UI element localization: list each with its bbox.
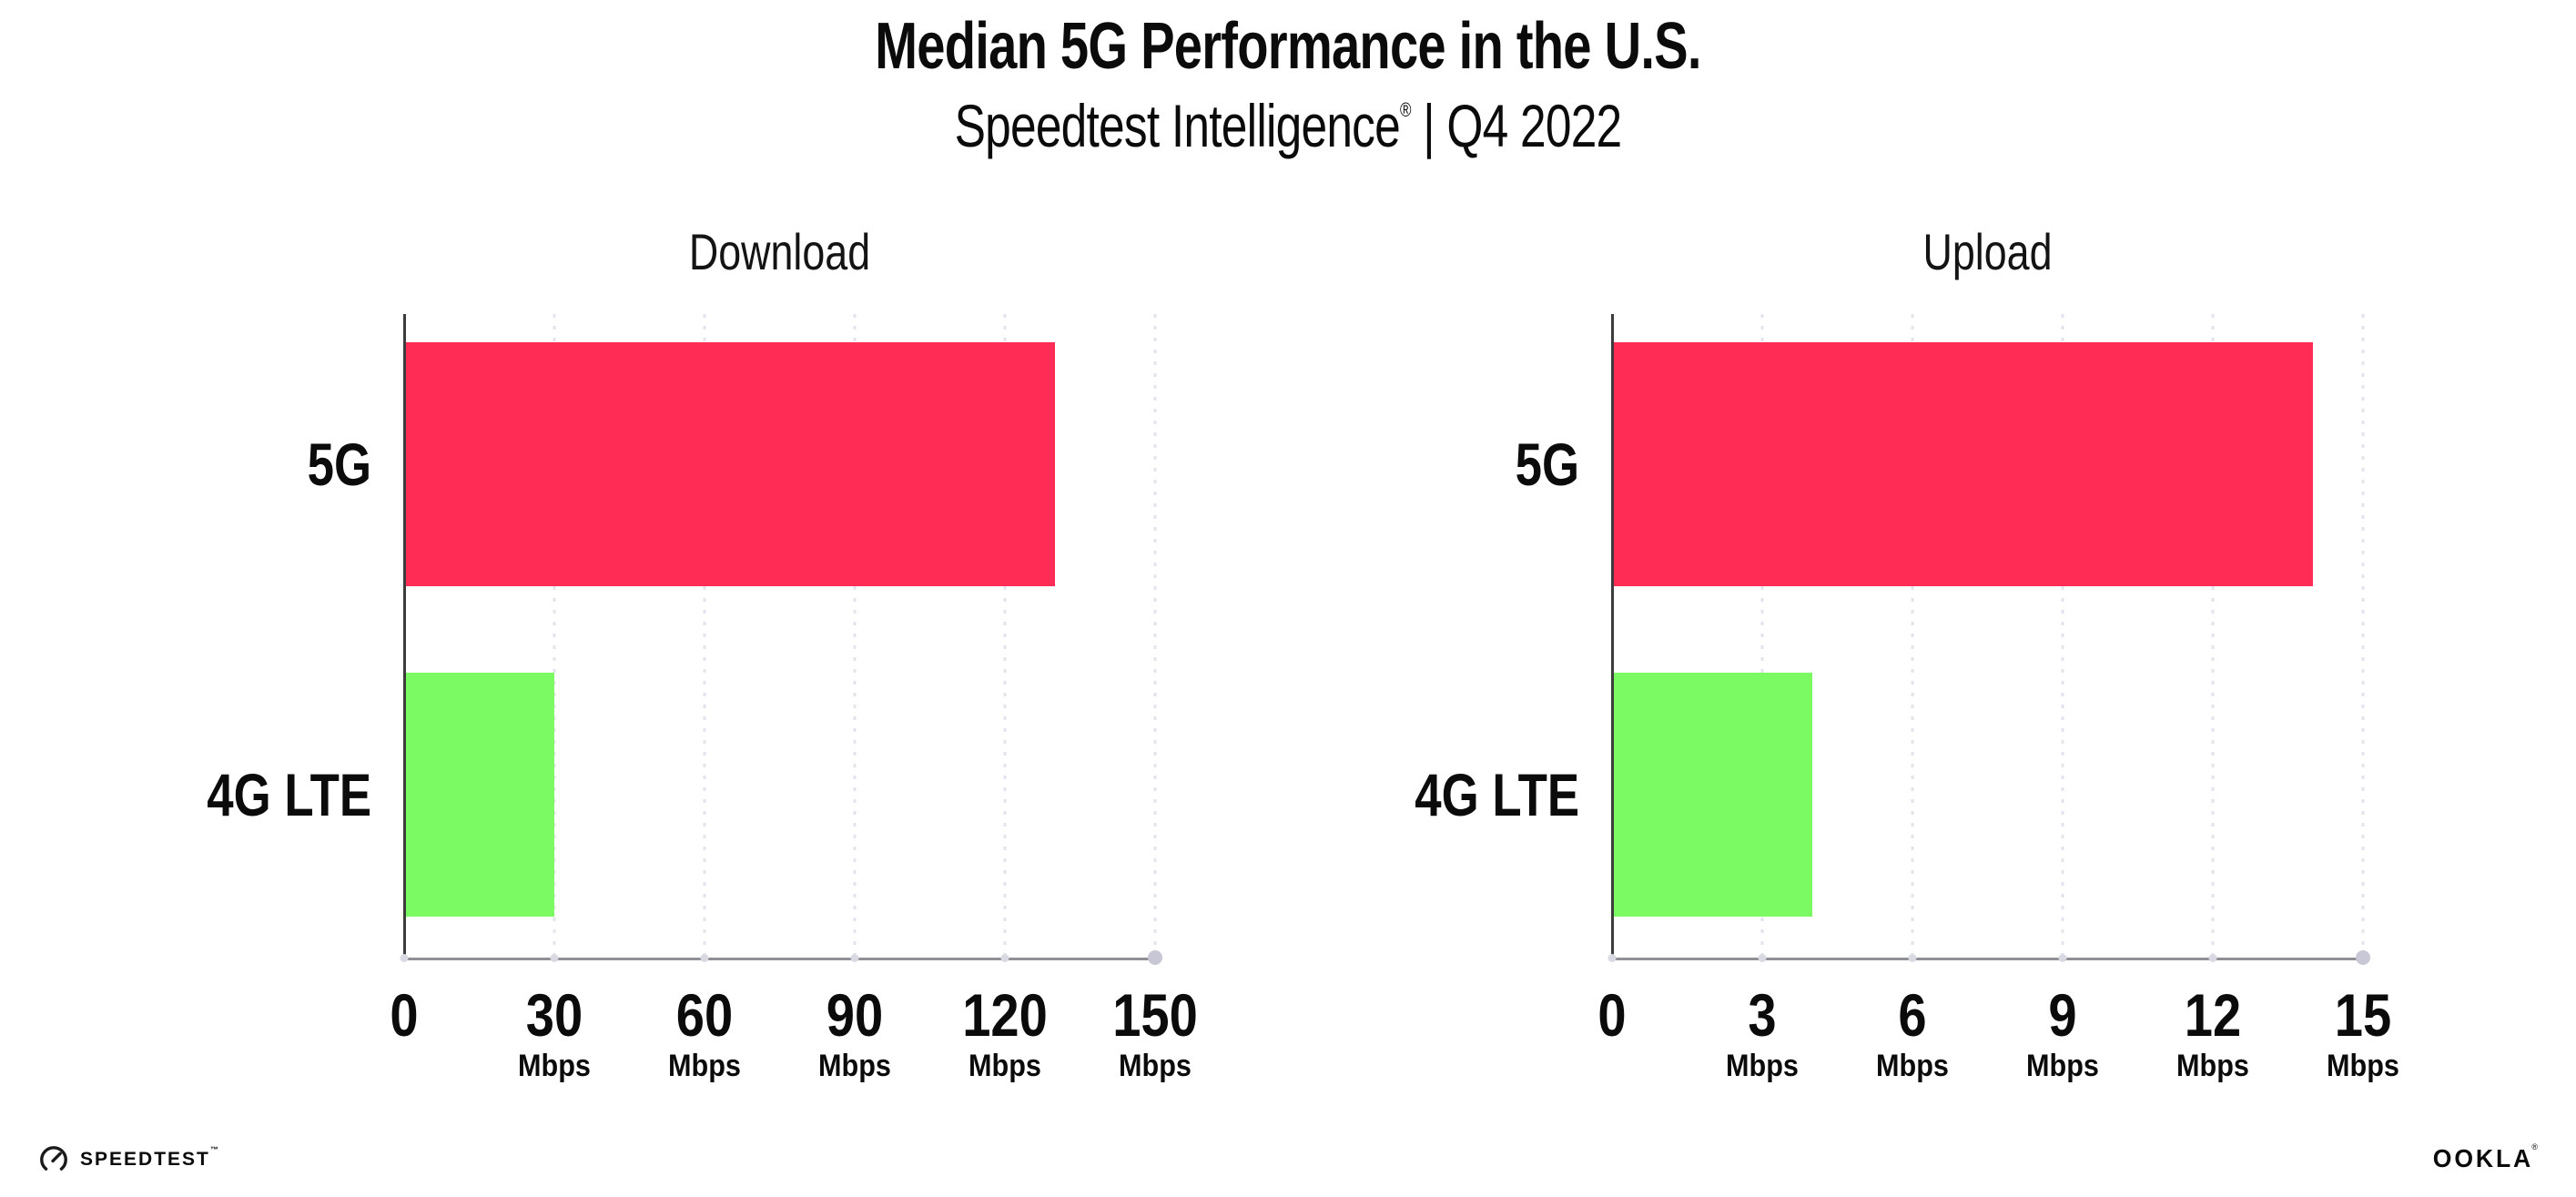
- axis-tick-dot-120: [1000, 953, 1009, 962]
- gridline-120: [1003, 314, 1007, 958]
- x-axis-download: [402, 958, 1161, 960]
- axis-tick-dot-30: [550, 953, 559, 962]
- subtitle-brand: Speedtest Intelligence: [954, 92, 1401, 159]
- y-axis-download: [403, 314, 406, 959]
- speedtest-wordmark: SPEEDTEST™: [80, 1145, 220, 1171]
- bar-4g-lte-download: [404, 673, 554, 917]
- ookla-logo: OOKLA ®: [2428, 1142, 2540, 1173]
- bar-5g-download: [404, 342, 1055, 586]
- bar-4g-lte-upload: [1612, 673, 1812, 917]
- axis-tick-dot-0: [1607, 953, 1617, 962]
- gridline-12: [2211, 314, 2215, 958]
- category-label-5g-upload: 5G: [1515, 431, 1579, 498]
- tick-upload-12: 12 Mbps: [2173, 985, 2254, 1081]
- plot-area-download: [404, 314, 1157, 958]
- axis-tick-dot-60: [700, 953, 709, 962]
- speedtest-trademark: ™: [209, 1145, 220, 1154]
- tick-upload-3: 3 Mbps: [1722, 985, 1803, 1081]
- axis-end-dot-150: [1148, 950, 1162, 965]
- tick-unit: Mbps: [969, 1049, 1041, 1083]
- tick-value: 6: [1898, 981, 1927, 1049]
- tick-unit: Mbps: [2026, 1049, 2099, 1083]
- plot-area-upload: [1612, 314, 2365, 958]
- axis-tick-dot-9: [2058, 953, 2067, 962]
- chart-title-upload: Upload: [1922, 223, 2053, 280]
- subtitle-period: | Q4 2022: [1410, 92, 1622, 159]
- category-label-4g-lte-download: 4G LTE: [207, 761, 371, 828]
- axis-tick-dot-90: [850, 953, 859, 962]
- tick-value: 0: [1597, 981, 1627, 1049]
- tick-value: 15: [2334, 981, 2392, 1049]
- tick-value: 9: [2048, 981, 2077, 1049]
- category-label-4g-lte-upload: 4G LTE: [1415, 761, 1579, 828]
- tick-download-120: 120 Mbps: [955, 985, 1055, 1081]
- gridline-150: [1153, 314, 1157, 958]
- tick-download-150: 150 Mbps: [1105, 985, 1205, 1081]
- ookla-wordmark: OOKLA: [2433, 1144, 2534, 1172]
- axis-end-dot-15: [2356, 950, 2370, 965]
- chart-upload: Upload 5G 4G LTE 0 3 Mbps 6 Mbps 9 Mbps 12 Mbps 15 Mb…: [1415, 223, 2399, 1081]
- axis-tick-dot-3: [1758, 953, 1767, 962]
- gridline-90: [853, 314, 857, 958]
- tick-unit: Mbps: [818, 1049, 891, 1083]
- y-axis-upload: [1611, 314, 1614, 959]
- category-label-5g-download: 5G: [307, 431, 371, 498]
- tick-upload-15: 15 Mbps: [2323, 985, 2404, 1081]
- tick-value: 12: [2184, 981, 2242, 1049]
- chart-download: Download 5G 4G LTE 0 30 Mbps 60 Mbps 90 Mbps 120 Mb…: [207, 223, 1198, 1081]
- tick-value: 3: [1748, 981, 1777, 1049]
- tick-unit: Mbps: [1876, 1049, 1949, 1083]
- gridline-60: [703, 314, 706, 958]
- tick-upload-6: 6 Mbps: [1872, 985, 1953, 1081]
- speedtest-logo: SPEEDTEST™: [38, 1144, 220, 1175]
- tick-unit: Mbps: [1726, 1049, 1799, 1083]
- gridline-6: [1911, 314, 1914, 958]
- tick-value: 0: [390, 981, 419, 1049]
- x-axis-upload: [1610, 958, 2368, 960]
- tick-value: 90: [826, 981, 884, 1049]
- gridline-15: [2361, 314, 2365, 958]
- tick-value: 150: [1112, 981, 1198, 1049]
- gridline-3: [1760, 314, 1764, 958]
- tick-unit: Mbps: [668, 1049, 741, 1083]
- tick-upload-9: 9 Mbps: [2023, 985, 2104, 1081]
- tick-value: 60: [675, 981, 734, 1049]
- tick-unit: Mbps: [2327, 1049, 2399, 1083]
- tick-value: 120: [962, 981, 1048, 1049]
- tick-download-90: 90 Mbps: [815, 985, 896, 1081]
- speedtest-gauge-icon: [38, 1144, 69, 1175]
- tick-upload-0: 0: [1596, 985, 1629, 1045]
- ookla-registered-mark: ®: [2531, 1142, 2538, 1151]
- tick-unit: Mbps: [1119, 1049, 1192, 1083]
- tick-download-30: 30 Mbps: [514, 985, 595, 1081]
- speedtest-label: SPEEDTEST: [80, 1149, 210, 1170]
- axis-tick-dot-6: [1908, 953, 1917, 962]
- tick-download-0: 0: [388, 985, 421, 1045]
- chart-title-download: Download: [688, 223, 871, 280]
- page-subtitle: Speedtest Intelligence® | Q4 2022: [283, 93, 2292, 159]
- registered-mark: ®: [1399, 98, 1412, 122]
- page-title: Median 5G Performance in the U.S.: [875, 10, 1701, 83]
- tick-unit: Mbps: [2176, 1049, 2249, 1083]
- tick-download-60: 60 Mbps: [664, 985, 745, 1081]
- tick-value: 30: [525, 981, 583, 1049]
- bar-5g-upload: [1612, 342, 2313, 586]
- gridline-9: [2061, 314, 2064, 958]
- gridline-30: [553, 314, 556, 958]
- axis-tick-dot-0: [400, 953, 409, 962]
- tick-unit: Mbps: [518, 1049, 591, 1083]
- axis-tick-dot-12: [2208, 953, 2217, 962]
